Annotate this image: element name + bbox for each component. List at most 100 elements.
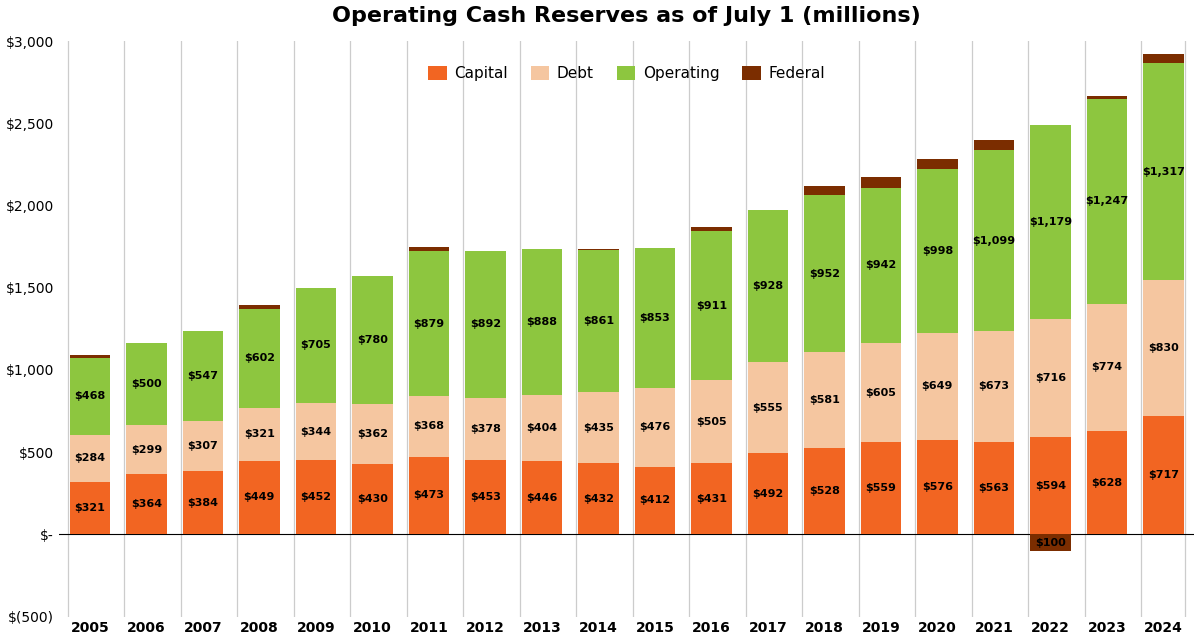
- Bar: [860, 343, 901, 442]
- Text: $952: $952: [809, 269, 840, 279]
- Text: $1,099: $1,099: [972, 236, 1015, 246]
- Text: $492: $492: [752, 489, 784, 499]
- Text: $299: $299: [131, 445, 162, 455]
- Bar: [804, 196, 845, 352]
- Bar: [635, 248, 676, 388]
- Text: $321: $321: [74, 503, 106, 513]
- Legend: Capital, Debt, Operating, Federal: Capital, Debt, Operating, Federal: [422, 60, 830, 87]
- Text: $449: $449: [244, 492, 275, 503]
- Bar: [1144, 63, 1183, 280]
- Bar: [70, 358, 110, 435]
- Text: $888: $888: [527, 317, 557, 326]
- Bar: [804, 352, 845, 447]
- Bar: [522, 461, 563, 535]
- Text: $717: $717: [1148, 470, 1178, 480]
- Bar: [691, 380, 732, 463]
- Bar: [239, 306, 280, 309]
- Text: $1,247: $1,247: [1085, 196, 1128, 206]
- Text: $432: $432: [583, 494, 614, 504]
- Bar: [804, 185, 845, 196]
- Bar: [973, 151, 1014, 331]
- Bar: [1144, 280, 1183, 417]
- Bar: [973, 442, 1014, 535]
- Bar: [748, 453, 788, 535]
- Bar: [691, 228, 732, 231]
- Text: $468: $468: [74, 392, 106, 401]
- Text: $861: $861: [583, 316, 614, 326]
- Bar: [408, 247, 449, 251]
- Bar: [1144, 54, 1183, 63]
- Bar: [466, 460, 505, 535]
- Text: $780: $780: [356, 335, 388, 345]
- Text: $384: $384: [187, 498, 218, 508]
- Bar: [408, 456, 449, 535]
- Text: $559: $559: [865, 483, 896, 494]
- Text: $879: $879: [413, 319, 444, 329]
- Bar: [182, 471, 223, 535]
- Bar: [691, 231, 732, 380]
- Bar: [408, 396, 449, 456]
- Text: $853: $853: [640, 313, 671, 323]
- Text: $344: $344: [300, 427, 331, 437]
- Title: Operating Cash Reserves as of July 1 (millions): Operating Cash Reserves as of July 1 (mi…: [332, 6, 920, 26]
- Text: $581: $581: [809, 395, 840, 404]
- Bar: [691, 463, 732, 535]
- Text: $942: $942: [865, 260, 896, 271]
- Bar: [295, 288, 336, 403]
- Bar: [1144, 417, 1183, 535]
- Bar: [352, 404, 392, 463]
- Text: $307: $307: [187, 441, 218, 451]
- Bar: [466, 251, 505, 397]
- Bar: [860, 188, 901, 343]
- Bar: [635, 388, 676, 467]
- Bar: [973, 140, 1014, 151]
- Text: $911: $911: [696, 301, 727, 310]
- Text: $412: $412: [640, 495, 671, 506]
- Text: $1,317: $1,317: [1142, 167, 1184, 177]
- Bar: [748, 210, 788, 362]
- Bar: [1030, 437, 1070, 535]
- Text: $673: $673: [978, 381, 1009, 392]
- Text: $505: $505: [696, 417, 727, 427]
- Text: $605: $605: [865, 388, 896, 397]
- Text: $649: $649: [922, 381, 953, 391]
- Bar: [466, 397, 505, 460]
- Text: $628: $628: [1091, 478, 1122, 488]
- Bar: [973, 331, 1014, 442]
- Text: $774: $774: [1091, 362, 1122, 372]
- Bar: [860, 176, 901, 188]
- Text: $100: $100: [1034, 538, 1066, 547]
- Bar: [1086, 304, 1127, 431]
- Bar: [804, 447, 845, 535]
- Bar: [578, 463, 619, 535]
- Text: $602: $602: [244, 353, 275, 363]
- Text: $473: $473: [413, 490, 444, 501]
- Bar: [239, 460, 280, 535]
- Text: $547: $547: [187, 370, 218, 381]
- Text: $446: $446: [526, 493, 558, 503]
- Bar: [295, 460, 336, 535]
- Bar: [70, 354, 110, 358]
- Text: $368: $368: [413, 421, 444, 431]
- Text: $928: $928: [752, 281, 784, 291]
- Bar: [1086, 96, 1127, 99]
- Bar: [748, 362, 788, 453]
- Bar: [239, 309, 280, 408]
- Text: $476: $476: [640, 422, 671, 433]
- Text: $998: $998: [922, 246, 953, 256]
- Text: $563: $563: [978, 483, 1009, 493]
- Text: $500: $500: [131, 379, 162, 389]
- Bar: [1086, 99, 1127, 304]
- Bar: [1030, 125, 1070, 319]
- Text: $705: $705: [300, 340, 331, 351]
- Bar: [70, 481, 110, 535]
- Bar: [578, 392, 619, 463]
- Bar: [295, 403, 336, 460]
- Bar: [1030, 319, 1070, 437]
- Bar: [1086, 431, 1127, 535]
- Bar: [70, 435, 110, 481]
- Bar: [917, 440, 958, 535]
- Text: $594: $594: [1034, 481, 1066, 490]
- Bar: [917, 159, 958, 169]
- Text: $321: $321: [244, 429, 275, 439]
